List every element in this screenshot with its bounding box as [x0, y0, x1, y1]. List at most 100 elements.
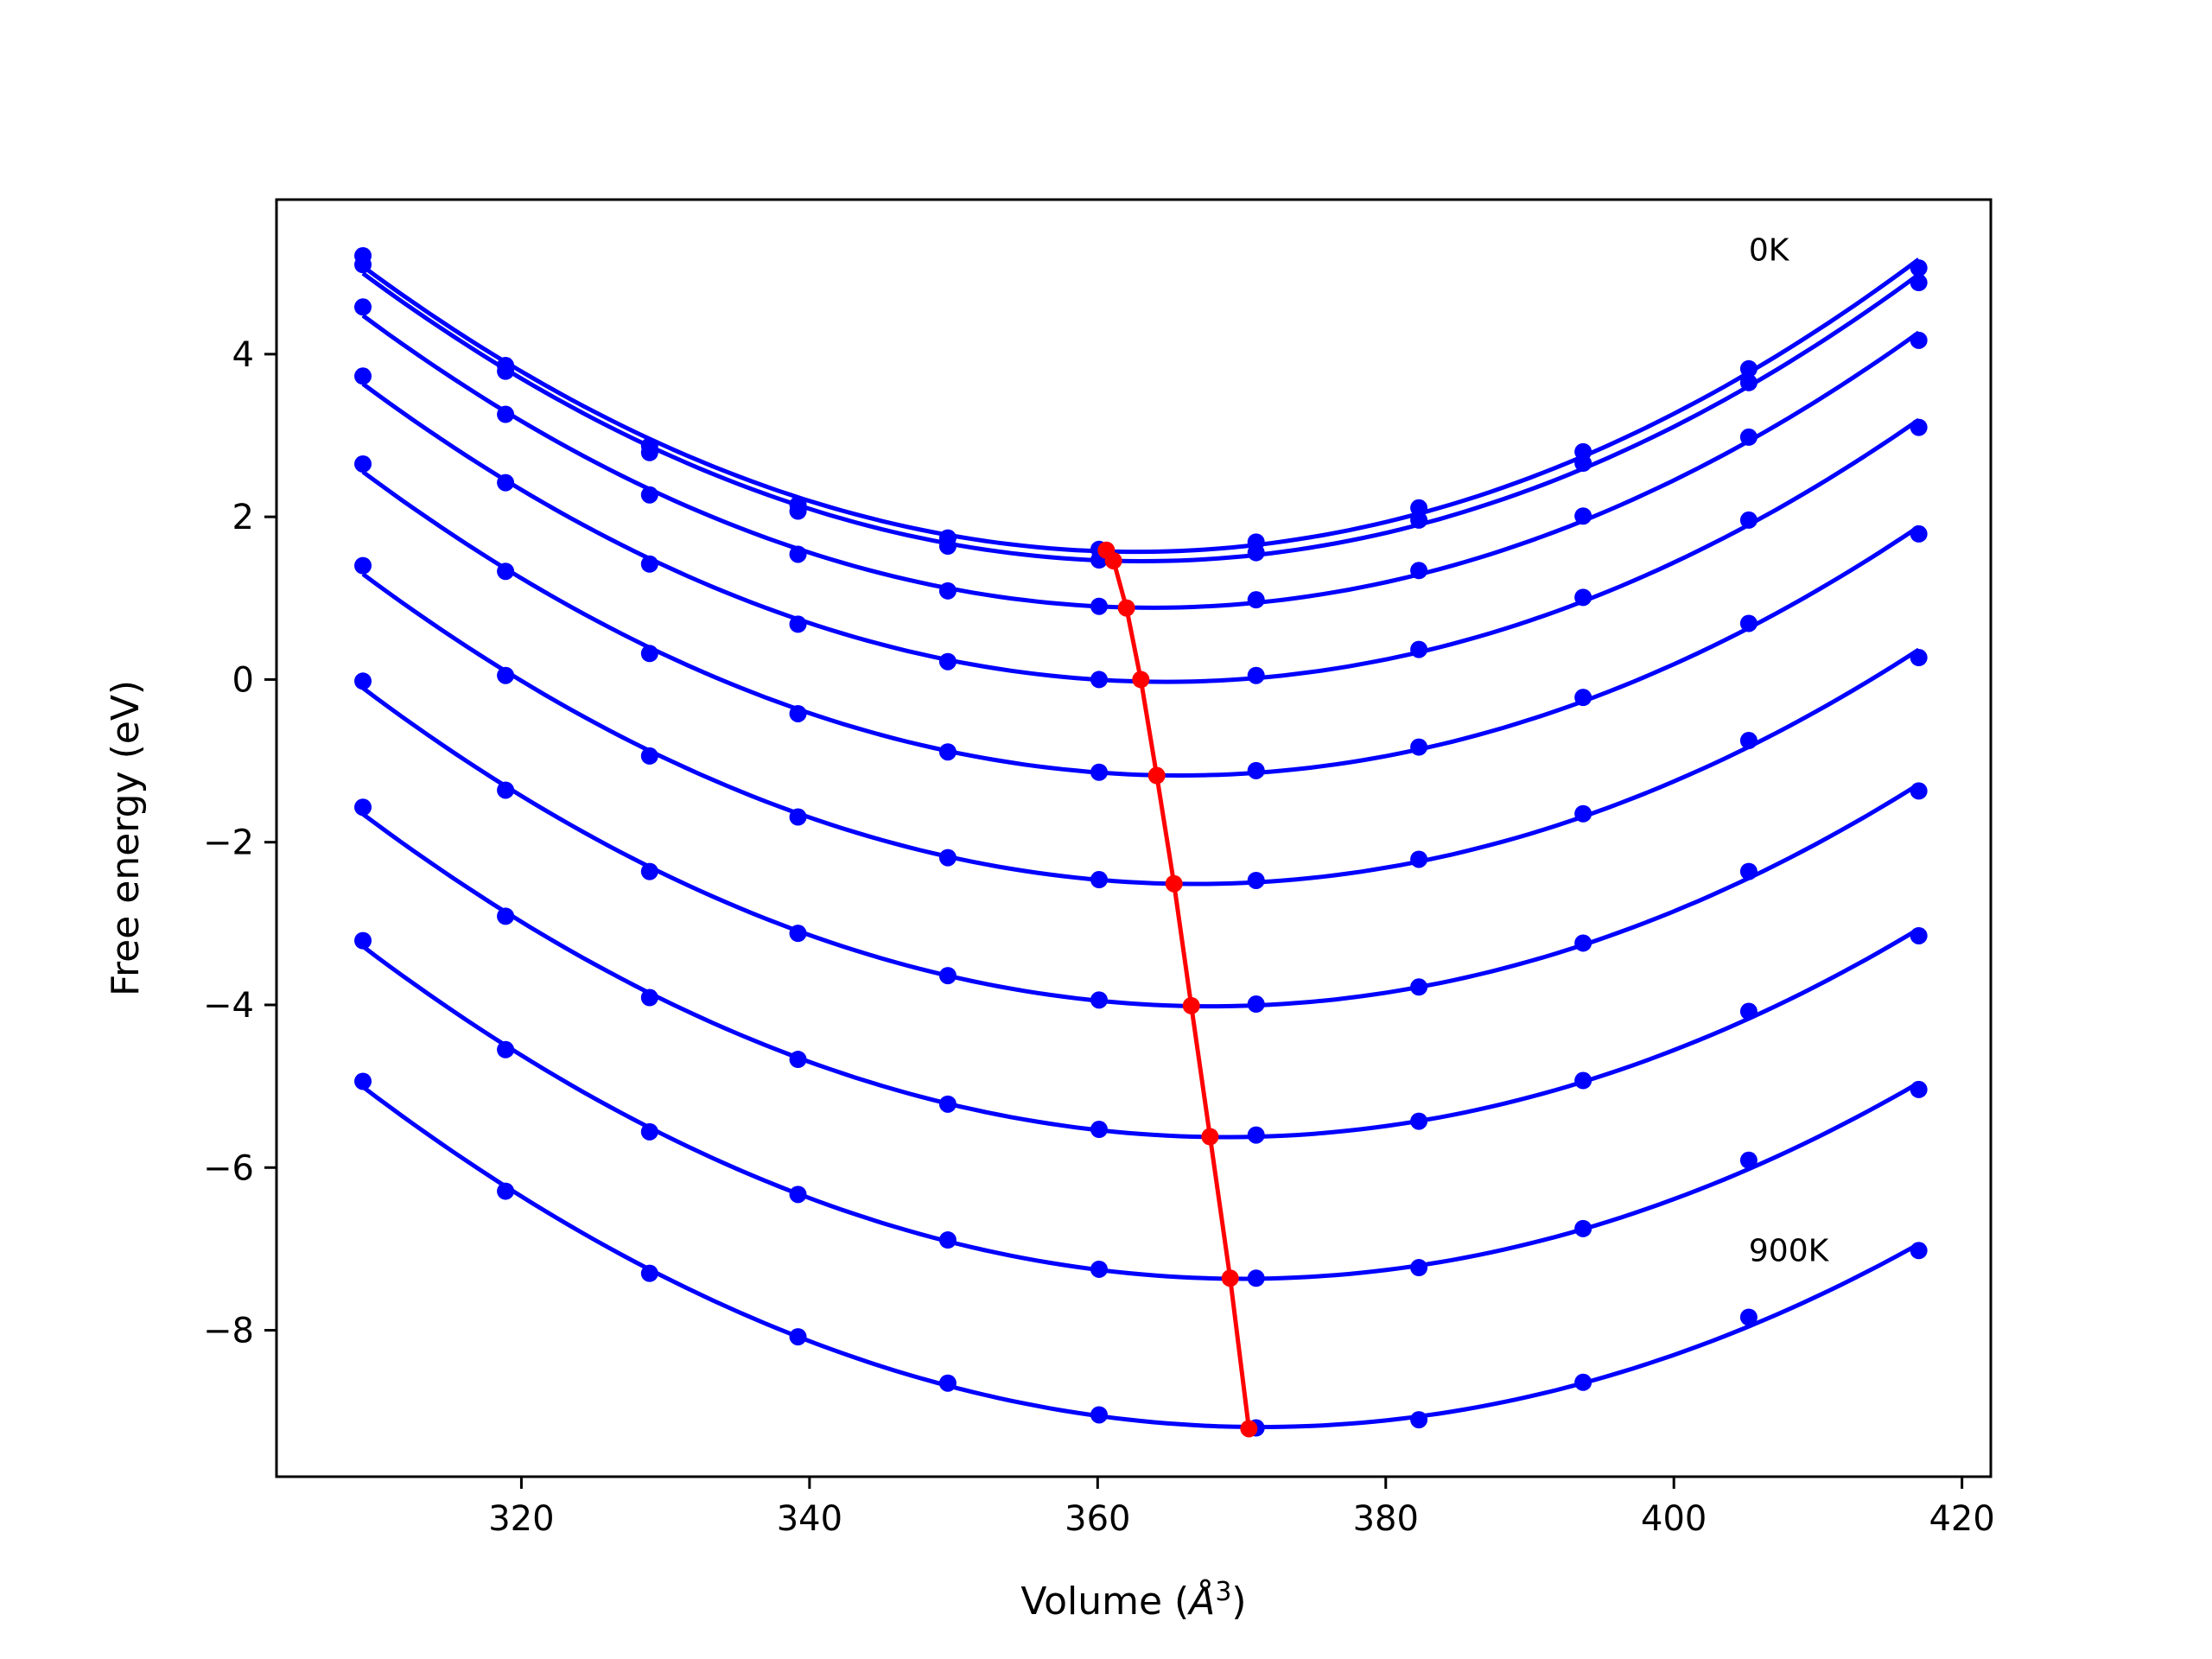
data-point: [938, 1231, 957, 1249]
data-point: [640, 443, 658, 461]
data-point: [497, 405, 515, 423]
data-point: [640, 555, 658, 573]
x-tick-label: 420: [1929, 1499, 1994, 1539]
x-tick-label: 340: [777, 1499, 842, 1539]
data-point: [1739, 1151, 1758, 1169]
data-point: [640, 486, 658, 504]
y-tick-label: 4: [232, 335, 254, 375]
data-point: [640, 862, 658, 880]
data-point: [354, 256, 372, 274]
x-tick-label: 400: [1641, 1499, 1707, 1539]
data-point: [354, 798, 372, 817]
data-point: [789, 1328, 807, 1346]
x-tick-label: 360: [1065, 1499, 1130, 1539]
fit-curve: [361, 382, 1921, 684]
data-point: [497, 1182, 515, 1200]
data-point: [1247, 1269, 1265, 1287]
fit-curve: [361, 944, 1920, 1281]
y-axis-label: Free energy (eV): [104, 680, 148, 996]
data-point: [497, 666, 515, 684]
x-axis-ticks: 320 340 360 380 400 420: [488, 1477, 1995, 1539]
data-point: [1910, 1242, 1928, 1260]
data-point: [938, 1374, 957, 1392]
minimum-point: [1104, 551, 1122, 569]
y-tick-label: −8: [203, 1312, 254, 1351]
x-tick-label: 380: [1353, 1499, 1419, 1539]
data-point: [789, 1185, 807, 1204]
data-point: [354, 672, 372, 690]
data-point: [938, 849, 957, 867]
data-point: [789, 502, 807, 520]
data-point: [1247, 761, 1265, 779]
data-point: [1739, 862, 1758, 880]
minimum-point: [1147, 766, 1166, 785]
data-point: [354, 556, 372, 575]
data-point: [1090, 871, 1108, 889]
minimum-point: [1240, 1420, 1258, 1438]
data-point: [1739, 1308, 1758, 1326]
data-point: [1574, 1071, 1592, 1090]
data-point: [640, 645, 658, 663]
data-point: [938, 582, 957, 600]
data-point: [1910, 274, 1928, 292]
data-point: [1247, 995, 1265, 1014]
data-point: [1090, 1260, 1108, 1278]
data-point: [789, 704, 807, 722]
data-point: [1739, 732, 1758, 750]
data-point: [1247, 591, 1265, 609]
data-point: [1910, 259, 1928, 277]
data-point: [1410, 562, 1428, 580]
minimum-point: [1117, 599, 1135, 617]
data-point: [1910, 418, 1928, 436]
y-tick-label: −6: [203, 1148, 254, 1188]
data-point: [1090, 763, 1108, 781]
y-tick-label: −2: [203, 823, 254, 863]
data-point: [1574, 1219, 1592, 1237]
data-point: [354, 1072, 372, 1090]
y-tick-label: 2: [232, 498, 254, 537]
data-point: [1574, 454, 1592, 473]
data-point: [1574, 1373, 1592, 1391]
data-point: [1739, 373, 1758, 391]
data-point: [1739, 511, 1758, 529]
minimum-line: [1104, 549, 1251, 1429]
data-point: [938, 743, 957, 761]
fit-curve: [361, 1084, 1920, 1429]
y-axis-ticks: 4 2 0 −2 −4 −6 −8: [203, 335, 276, 1351]
data-point: [1410, 1112, 1428, 1130]
x-axis-label: Volume (Å3): [1020, 1577, 1246, 1624]
data-point: [789, 1051, 807, 1069]
data-point: [640, 1122, 658, 1141]
minimum-point: [1132, 671, 1150, 689]
temperature-annotation: 0K: [1749, 233, 1790, 269]
data-point: [1410, 1411, 1428, 1429]
data-point: [1090, 991, 1108, 1009]
fit-curve: [361, 572, 1920, 887]
data-point: [1410, 511, 1428, 529]
data-point: [1739, 1002, 1758, 1020]
data-point: [354, 454, 372, 473]
fit-curve: [361, 812, 1920, 1140]
data-point: [1574, 934, 1592, 952]
data-point: [1910, 524, 1928, 543]
data-point: [354, 931, 372, 950]
data-point: [1910, 1080, 1928, 1098]
data-point: [1247, 666, 1265, 684]
data-point: [354, 298, 372, 316]
data-point: [1410, 738, 1428, 756]
data-point: [497, 563, 515, 581]
data-point: [938, 537, 957, 556]
data-point: [1410, 499, 1428, 517]
data-point: [1910, 782, 1928, 800]
data-point: [640, 988, 658, 1007]
fit-curve: [361, 314, 1921, 610]
x-tick-label: 320: [488, 1499, 554, 1539]
data-point: [938, 967, 957, 985]
fit-curve: [361, 686, 1920, 1009]
y-tick-label: −4: [203, 986, 254, 1026]
data-point: [938, 652, 957, 671]
data-point: [1739, 428, 1758, 446]
data-point: [1410, 1259, 1428, 1277]
data-point: [1410, 850, 1428, 868]
